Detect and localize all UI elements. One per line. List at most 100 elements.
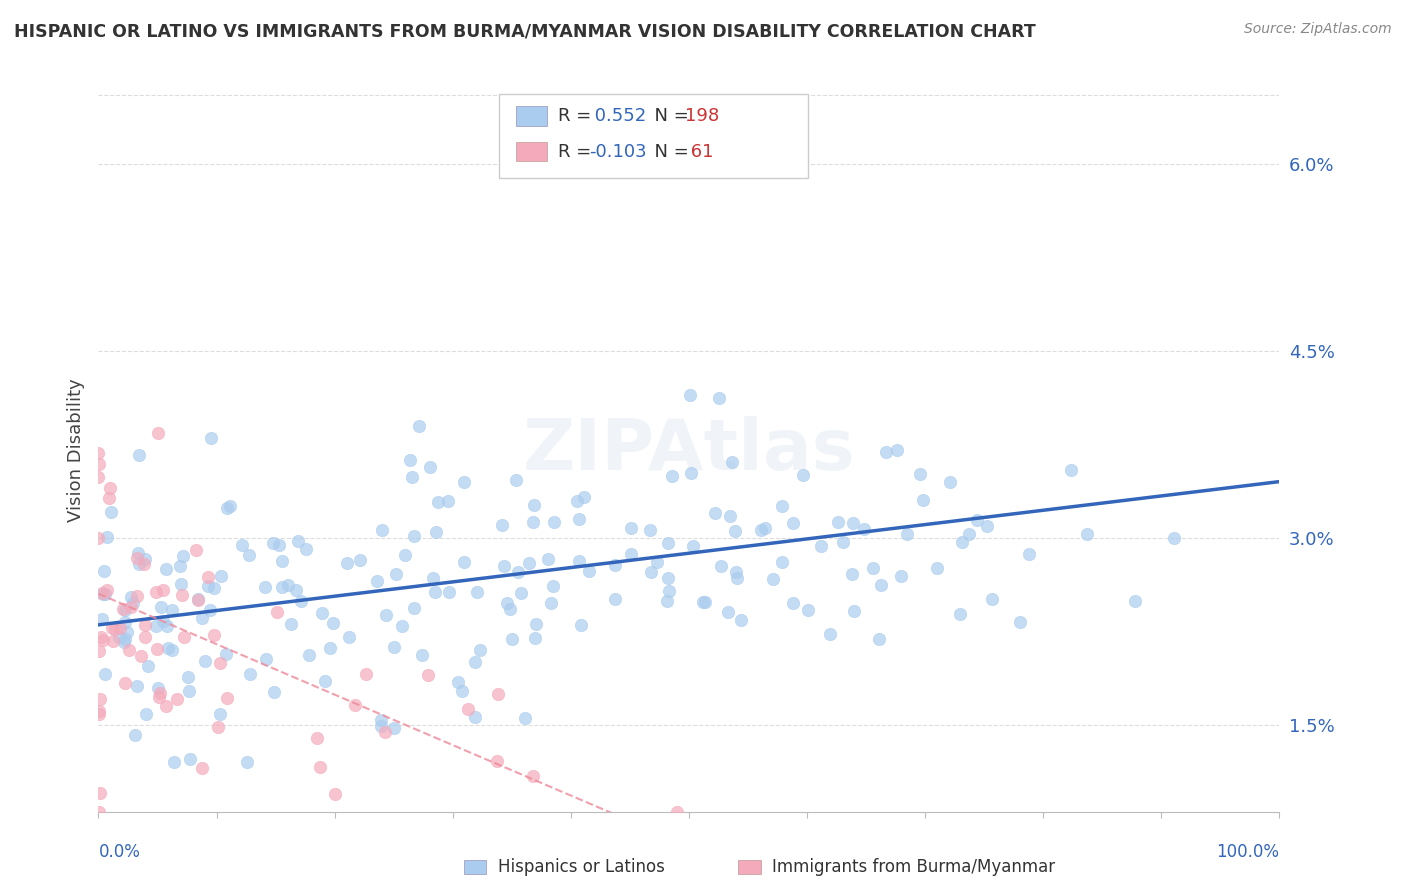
- Point: [541, 579, 564, 593]
- Text: Hispanics or Latinos: Hispanics or Latinos: [498, 858, 665, 876]
- Point: [842, 603, 865, 617]
- Point: [309, 760, 332, 774]
- Point: [177, 670, 200, 684]
- Point: [134, 630, 156, 644]
- Point: [661, 469, 683, 483]
- Point: [202, 628, 225, 642]
- Point: [703, 507, 725, 521]
- Point: [468, 642, 491, 657]
- Text: -0.103: -0.103: [589, 143, 647, 161]
- Point: [191, 761, 214, 775]
- Text: Immigrants from Burma/Myanmar: Immigrants from Burma/Myanmar: [772, 858, 1054, 876]
- Point: [93, 587, 115, 601]
- Point: [710, 558, 733, 573]
- Point: [197, 579, 219, 593]
- Point: [101, 621, 124, 635]
- Point: [191, 611, 214, 625]
- Text: Source: ZipAtlas.com: Source: ZipAtlas.com: [1244, 22, 1392, 37]
- Point: [770, 555, 793, 569]
- Point: [145, 642, 167, 657]
- Point: [145, 619, 167, 633]
- Point: [782, 516, 804, 530]
- Point: [132, 558, 155, 572]
- Point: [522, 769, 544, 783]
- Point: [451, 684, 474, 698]
- Point: [782, 596, 804, 610]
- Point: [117, 624, 139, 639]
- Point: [522, 516, 544, 530]
- Point: [574, 490, 596, 504]
- Point: [187, 593, 209, 607]
- Point: [657, 536, 679, 550]
- Point: [720, 455, 742, 469]
- Point: [419, 460, 441, 475]
- Point: [423, 585, 446, 599]
- Point: [101, 633, 124, 648]
- Point: [422, 571, 444, 585]
- Point: [198, 603, 221, 617]
- Point: [508, 565, 530, 579]
- Point: [337, 630, 360, 644]
- Point: [491, 517, 513, 532]
- Point: [280, 617, 302, 632]
- Point: [523, 498, 546, 512]
- Point: [114, 603, 136, 617]
- Point: [98, 481, 121, 495]
- Point: [231, 538, 253, 552]
- Text: N =: N =: [643, 143, 695, 161]
- Point: [87, 805, 110, 819]
- Point: [218, 500, 240, 514]
- Point: [524, 617, 547, 632]
- Point: [366, 574, 388, 589]
- Point: [762, 572, 785, 586]
- Point: [485, 754, 508, 768]
- Point: [870, 578, 893, 592]
- Point: [1008, 615, 1031, 630]
- Point: [89, 691, 111, 706]
- Text: R =: R =: [558, 107, 598, 125]
- Point: [179, 684, 201, 698]
- Point: [120, 599, 142, 614]
- Point: [135, 706, 157, 721]
- Text: R =: R =: [558, 143, 598, 161]
- Point: [537, 552, 560, 566]
- Point: [457, 702, 479, 716]
- Point: [156, 641, 179, 656]
- Point: [127, 551, 149, 566]
- Point: [89, 706, 111, 721]
- Point: [319, 640, 342, 655]
- Point: [446, 674, 468, 689]
- Point: [957, 527, 980, 541]
- Point: [382, 640, 405, 655]
- Point: [152, 583, 174, 598]
- Point: [194, 654, 217, 668]
- Point: [217, 691, 239, 706]
- Point: [439, 585, 461, 599]
- Point: [619, 547, 641, 561]
- Point: [519, 556, 541, 570]
- Point: [796, 603, 818, 617]
- Point: [496, 596, 519, 610]
- Point: [399, 452, 422, 467]
- Point: [1163, 531, 1185, 545]
- Point: [148, 690, 170, 704]
- Point: [578, 564, 600, 578]
- Point: [145, 584, 167, 599]
- Point: [980, 591, 1002, 606]
- Point: [170, 576, 193, 591]
- Point: [149, 686, 172, 700]
- Point: [336, 556, 359, 570]
- Point: [853, 522, 876, 536]
- Point: [394, 548, 416, 562]
- Point: [896, 527, 918, 541]
- Point: [725, 566, 748, 580]
- Point: [118, 643, 141, 657]
- Point: [160, 643, 183, 657]
- Point: [200, 431, 222, 445]
- Point: [486, 687, 509, 701]
- Point: [150, 599, 173, 614]
- Text: 198: 198: [685, 107, 718, 125]
- Point: [215, 648, 238, 662]
- Point: [679, 388, 702, 402]
- Point: [114, 632, 136, 646]
